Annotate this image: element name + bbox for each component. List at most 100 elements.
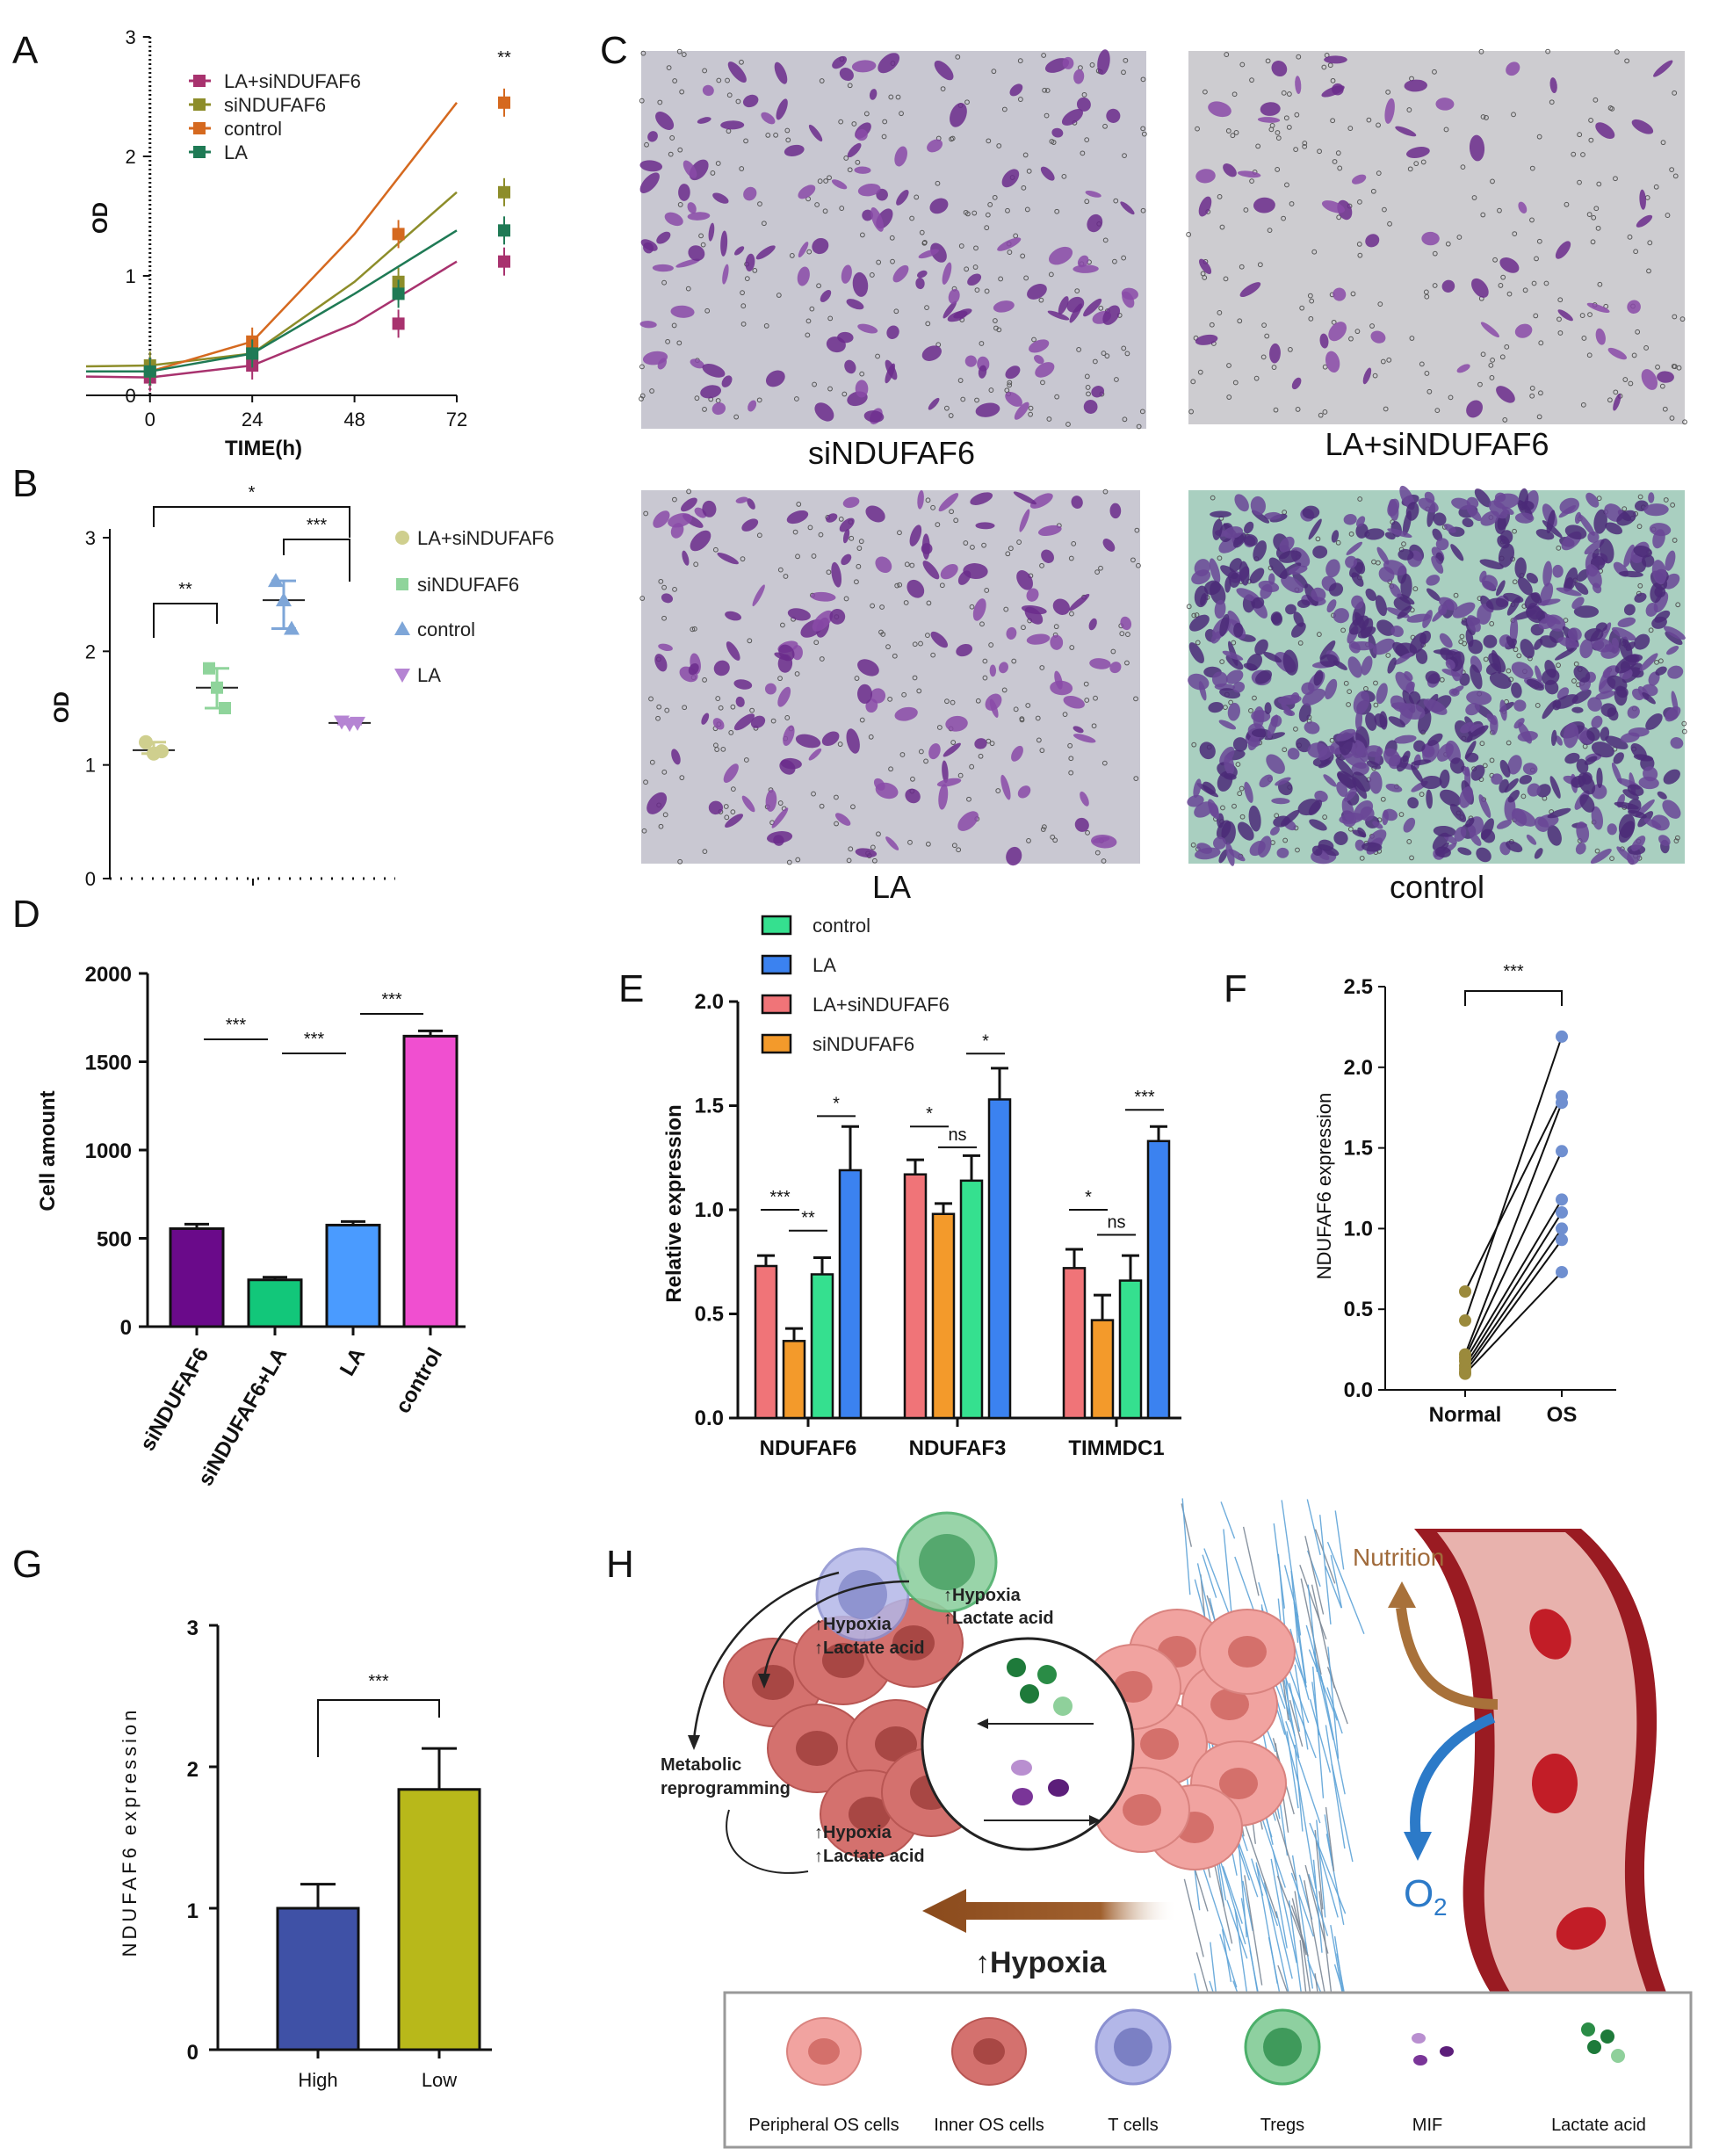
stained-cell [1571,597,1585,610]
membrane-pore [1023,275,1029,281]
bar [325,1223,381,1328]
stained-cell [873,778,885,791]
membrane-pore [1122,416,1128,423]
stained-cell [989,664,997,677]
stained-cell [664,212,683,227]
stained-cell [1619,570,1643,578]
h-legend-label: Peripheral OS cells [748,2116,899,2135]
stained-cell [1524,592,1541,610]
membrane-pore [819,803,825,809]
stained-cell [1460,721,1475,734]
stained-cell [1393,597,1412,611]
stained-cell [798,242,809,258]
stained-cell [1507,755,1522,775]
membrane-pore [1224,52,1230,57]
stained-cell [1372,638,1395,655]
stained-cell [1616,846,1635,864]
membrane-pore [1195,126,1200,132]
membrane-pore [1471,195,1477,200]
stained-cell [1203,580,1221,596]
membrane-pore [761,221,767,227]
membrane-pore [702,849,708,855]
membrane-pore [1372,373,1378,379]
membrane-pore [921,239,928,245]
membrane-pore [813,640,820,646]
stained-cell [972,598,986,621]
stained-cell [1357,827,1367,838]
ecm-fiber [1334,1510,1345,1570]
stained-cell [1323,774,1337,787]
stained-cell [1372,821,1383,829]
significance-label: * [833,1094,840,1113]
data-point [276,592,292,607]
stained-cell [1480,818,1494,840]
stained-cell [1384,98,1395,124]
membrane-pore [1371,559,1376,565]
membrane-pore [1261,322,1267,329]
stained-cell [1584,539,1605,555]
membrane-pore [1412,586,1419,592]
stained-cell [1559,497,1579,514]
stained-cell [930,631,949,648]
membrane-pore [1136,562,1141,568]
membrane-pore [854,676,860,681]
membrane-pore [747,638,753,644]
stained-cell [1542,561,1552,587]
membrane-pore [1662,406,1668,412]
membrane-pore [916,688,922,694]
stained-cell [1210,510,1231,518]
stained-cell [1376,619,1396,636]
h-legend-label: Lactate acid [1551,2116,1646,2135]
stained-cell [1507,790,1520,803]
ecm-fiber [1244,1875,1263,1986]
membrane-pore [950,740,957,745]
ecm-fiber [1294,1664,1309,1750]
stained-cell [856,128,868,141]
stained-cell [1333,287,1347,301]
ecm-fiber [1289,1699,1304,1747]
membrane-pore [1659,383,1665,389]
stained-cell [1520,639,1535,659]
y-axis-title: NDUFAF6 expression [119,1707,141,1957]
stained-cell [1613,752,1624,764]
legend-marker [193,122,206,134]
stained-cell [1285,604,1296,615]
legend-label: siNDUFAF6 [224,94,326,116]
stained-cell [857,684,873,705]
stained-cell [957,570,971,585]
membrane-pore [1121,255,1127,261]
membrane-pore [1035,715,1041,721]
membrane-pore [723,804,729,809]
membrane-pore [676,48,683,54]
membrane-pore [1423,289,1429,295]
membrane-pore [1188,409,1194,415]
membrane-pore [949,509,954,515]
membrane-pore [740,321,747,327]
membrane-pore [1506,740,1512,746]
membrane-pore [939,582,945,589]
membrane-pore [1631,352,1637,358]
membrane-pore [1239,785,1245,792]
membrane-pore [1357,252,1363,258]
membrane-pore [1007,380,1013,386]
stained-cell [642,351,668,365]
stained-cell [842,528,850,544]
membrane-pore [1239,61,1246,68]
membrane-pore [1419,361,1425,367]
stained-cell [1550,729,1557,747]
membrane-pore [1054,394,1060,400]
membrane-pore [777,676,783,682]
membrane-pore [1663,497,1669,503]
stained-cell [1466,691,1492,705]
membrane-pore [1231,640,1237,646]
membrane-pore [969,604,975,610]
stained-cell [1006,626,1017,640]
stained-cell [1585,564,1602,589]
stained-cell [1465,629,1474,648]
membrane-pore [1596,181,1602,187]
membrane-pore [1643,345,1649,351]
membrane-pore [777,800,784,806]
stained-cell [938,493,959,512]
stained-cell [1499,530,1513,545]
